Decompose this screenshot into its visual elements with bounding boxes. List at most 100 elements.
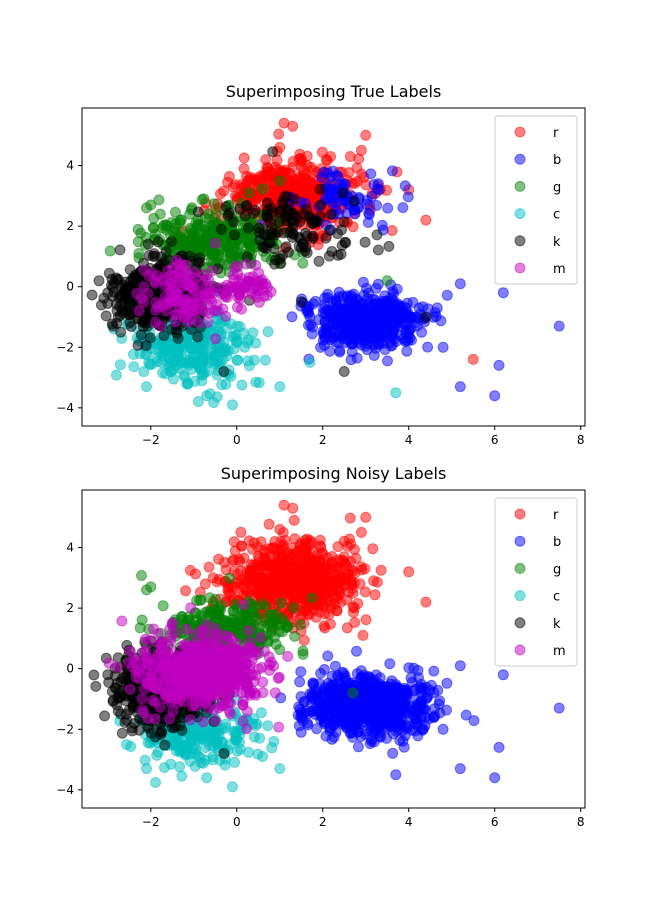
point-m bbox=[250, 259, 262, 271]
point-c bbox=[231, 354, 243, 366]
point-m bbox=[160, 305, 172, 317]
point-b bbox=[377, 698, 389, 710]
point-r bbox=[356, 564, 368, 576]
point-k bbox=[307, 233, 319, 244]
point-b bbox=[327, 296, 339, 308]
point-b bbox=[295, 726, 307, 738]
point-r bbox=[467, 353, 479, 365]
point-b bbox=[428, 665, 440, 677]
point-g bbox=[148, 212, 160, 224]
point-r bbox=[297, 604, 309, 616]
point-b bbox=[454, 660, 466, 672]
point-b bbox=[384, 658, 396, 670]
point-c bbox=[141, 763, 152, 775]
point-b bbox=[390, 721, 402, 733]
point-k bbox=[142, 238, 154, 250]
point-g bbox=[190, 217, 202, 229]
point-b bbox=[454, 763, 466, 775]
point-k bbox=[253, 222, 265, 234]
point-r bbox=[367, 543, 379, 555]
point-b bbox=[497, 669, 509, 681]
point-b bbox=[388, 325, 400, 337]
point-r bbox=[371, 576, 383, 588]
point-r bbox=[336, 554, 348, 566]
point-b bbox=[493, 741, 505, 753]
point-b bbox=[415, 701, 427, 713]
point-g bbox=[243, 187, 255, 199]
point-k bbox=[261, 197, 273, 209]
point-m bbox=[173, 272, 185, 283]
point-c bbox=[216, 346, 228, 358]
point-b bbox=[351, 645, 362, 657]
point-k bbox=[314, 183, 326, 195]
point-k bbox=[313, 255, 325, 267]
point-g bbox=[141, 202, 152, 214]
point-r bbox=[305, 161, 317, 173]
point-m bbox=[142, 288, 154, 299]
point-g bbox=[157, 600, 169, 612]
point-k bbox=[166, 236, 178, 248]
point-m bbox=[209, 237, 221, 249]
point-r bbox=[334, 571, 345, 583]
point-g bbox=[222, 241, 234, 252]
legend-marker bbox=[514, 126, 526, 138]
x-tick-label: 6 bbox=[491, 433, 499, 447]
point-g bbox=[133, 248, 145, 259]
point-r bbox=[289, 533, 301, 545]
point-m bbox=[236, 303, 247, 315]
point-c bbox=[250, 376, 262, 388]
point-b bbox=[386, 675, 398, 687]
point-b bbox=[437, 723, 449, 735]
point-k bbox=[135, 329, 147, 341]
point-r bbox=[403, 566, 415, 578]
point-r bbox=[251, 541, 263, 553]
legend-item-r: r bbox=[514, 126, 559, 141]
point-k bbox=[215, 223, 227, 235]
point-g bbox=[278, 616, 290, 628]
point-g bbox=[274, 175, 286, 187]
point-k bbox=[152, 236, 164, 248]
point-g bbox=[186, 240, 198, 251]
point-c bbox=[216, 379, 228, 391]
point-g bbox=[297, 645, 309, 657]
point-c bbox=[197, 757, 209, 769]
point-c bbox=[227, 781, 238, 793]
point-m bbox=[165, 277, 177, 289]
point-k bbox=[348, 195, 360, 207]
legend-item-k: k bbox=[514, 235, 561, 250]
point-g bbox=[136, 570, 147, 581]
point-g bbox=[249, 600, 261, 612]
point-k bbox=[86, 289, 98, 301]
point-k bbox=[278, 227, 290, 239]
point-m bbox=[202, 316, 214, 328]
point-c bbox=[201, 390, 213, 402]
point-r bbox=[345, 538, 357, 550]
point-b bbox=[489, 390, 501, 402]
point-r bbox=[273, 128, 285, 140]
point-c bbox=[141, 381, 152, 393]
point-b bbox=[553, 320, 565, 332]
point-b bbox=[361, 344, 373, 356]
point-m bbox=[198, 269, 209, 281]
point-b bbox=[397, 202, 409, 214]
point-b bbox=[416, 712, 428, 723]
x-tick-label: 0 bbox=[233, 433, 241, 447]
point-b bbox=[429, 710, 441, 722]
point-c bbox=[128, 361, 140, 373]
point-b bbox=[334, 694, 346, 706]
point-m bbox=[227, 269, 239, 281]
point-g bbox=[257, 183, 268, 195]
point-b bbox=[434, 695, 446, 707]
point-c bbox=[182, 378, 194, 390]
point-c bbox=[175, 349, 187, 361]
point-g bbox=[196, 194, 208, 206]
point-b bbox=[468, 715, 480, 727]
point-r bbox=[317, 581, 329, 592]
point-k bbox=[275, 257, 287, 269]
point-r bbox=[344, 512, 356, 524]
y-tick-label: 0 bbox=[66, 280, 74, 294]
point-b bbox=[497, 287, 509, 299]
point-r bbox=[235, 540, 247, 552]
point-m bbox=[131, 288, 143, 300]
